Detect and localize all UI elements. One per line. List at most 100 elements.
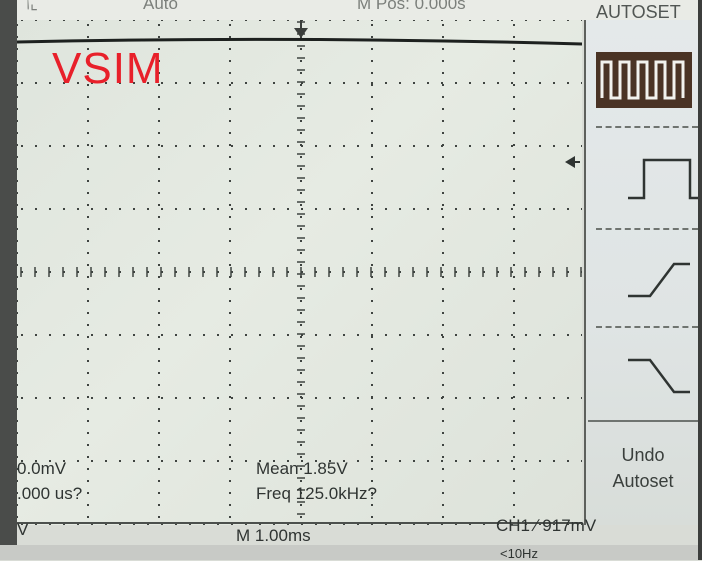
grid-dot <box>158 192 160 194</box>
undo-autoset-button[interactable]: Undo Autoset <box>588 420 698 504</box>
grid-dot <box>483 82 485 84</box>
grid-dot <box>21 397 23 399</box>
grid-dot <box>158 216 160 218</box>
grid-dot <box>371 334 373 336</box>
grid-dot <box>442 384 444 386</box>
grid-dot <box>133 334 135 336</box>
grid-dot <box>371 264 373 266</box>
grid-dot <box>300 312 302 314</box>
grid-dot <box>229 348 231 350</box>
grid-dot <box>49 271 51 273</box>
grid-dot <box>217 145 219 147</box>
grid-dot <box>217 334 219 336</box>
grid-dot <box>17 372 18 374</box>
grid-dot <box>442 240 444 242</box>
grid-dot <box>158 156 160 158</box>
grid-dot <box>513 216 515 218</box>
grid-dot <box>229 276 231 278</box>
grid-dot <box>511 334 513 336</box>
grid-dot <box>371 444 373 446</box>
grid-dot <box>513 396 515 398</box>
grid-dot <box>513 168 515 170</box>
grid-dot <box>245 271 247 273</box>
bottom-status-bar <box>0 545 702 560</box>
grid-dot <box>49 82 51 84</box>
grid-dot <box>105 145 107 147</box>
grid-dot <box>300 204 302 206</box>
grid-dot <box>87 228 89 230</box>
autoset-multi-cycle-button[interactable] <box>588 46 698 140</box>
grid-dot <box>442 456 444 458</box>
autoset-rising-edge-button[interactable] <box>588 244 698 338</box>
grid-dot <box>469 145 471 147</box>
grid-dot <box>581 20 582 21</box>
grid-dot <box>273 334 275 336</box>
grid-dot <box>539 334 541 336</box>
graticule <box>17 20 582 525</box>
grid-dot <box>21 20 23 21</box>
grid-dot <box>77 145 79 147</box>
timebase-readout: M 1.00ms <box>236 526 311 545</box>
grid-dot <box>17 420 18 422</box>
grid-dot <box>105 208 107 210</box>
grid-dot <box>567 20 569 21</box>
grid-dot <box>300 336 302 338</box>
grid-dot <box>77 82 79 84</box>
grid-dot <box>442 492 444 494</box>
grid-dot <box>441 20 443 21</box>
grid-dot <box>581 460 582 462</box>
top-bar-fragment: ℸ⌞ <box>19 0 38 13</box>
grid-dot <box>385 397 387 399</box>
grid-dot <box>105 334 107 336</box>
grid-dot <box>483 20 485 21</box>
grid-dot <box>161 145 163 147</box>
autoset-falling-edge-button[interactable] <box>588 340 698 434</box>
grid-dot <box>442 300 444 302</box>
grid-dot <box>87 276 89 278</box>
grid-dot <box>87 324 89 326</box>
grid-dot <box>119 334 121 336</box>
grid-dot <box>147 334 149 336</box>
grid-dot <box>497 334 499 336</box>
autoset-single-cycle-button[interactable] <box>588 140 698 234</box>
grid-dot <box>511 208 513 210</box>
grid-dot <box>231 334 233 336</box>
grid-dot <box>469 271 471 273</box>
grid-dot <box>161 208 163 210</box>
grid-dot <box>229 240 231 242</box>
grid-dot <box>513 72 515 74</box>
grid-dot <box>371 132 373 134</box>
grid-dot <box>442 348 444 350</box>
grid-dot <box>413 460 415 462</box>
grid-dot <box>513 240 515 242</box>
grid-dot <box>357 460 359 462</box>
grid-dot <box>442 168 444 170</box>
grid-dot <box>158 288 160 290</box>
grid-dot <box>17 192 18 194</box>
grid-dot <box>315 20 317 21</box>
grid-dot <box>17 72 18 74</box>
grid-dot <box>553 20 555 21</box>
grid-dot <box>442 504 444 506</box>
grid-dot <box>497 82 499 84</box>
grid-dot <box>105 20 107 21</box>
grid-dot <box>229 408 231 410</box>
grid-dot <box>49 145 51 147</box>
grid-dot <box>231 208 233 210</box>
grid-dot <box>17 432 18 434</box>
grid-dot <box>17 228 18 230</box>
grid-dot <box>329 208 331 210</box>
grid-dot <box>525 271 527 273</box>
grid-dot <box>357 82 359 84</box>
grid-dot <box>21 460 23 462</box>
grid-dot <box>158 252 160 254</box>
grid-dot <box>133 82 135 84</box>
grid-dot <box>567 82 569 84</box>
grid-dot <box>87 468 89 470</box>
grid-dot <box>203 145 205 147</box>
grid-dot <box>245 82 247 84</box>
grid-dot <box>513 348 515 350</box>
grid-dot <box>147 271 149 273</box>
grid-dot <box>442 96 444 98</box>
grid-dot <box>581 208 582 210</box>
